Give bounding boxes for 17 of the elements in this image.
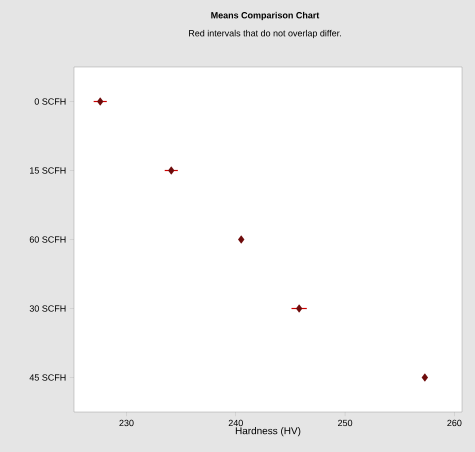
y-tick-label: 60 SCFH bbox=[30, 236, 66, 243]
point bbox=[296, 304, 302, 313]
x-tick-label: 250 bbox=[338, 420, 352, 426]
chart-subtitle: Red intervals that do not overlap differ. bbox=[189, 30, 341, 38]
x-axis-title: Hardness (HV) bbox=[236, 426, 300, 436]
point bbox=[238, 235, 244, 244]
y-tick-label: 15 SCFH bbox=[30, 167, 66, 174]
point bbox=[422, 373, 428, 382]
chart-title: Means Comparison Chart bbox=[211, 12, 320, 20]
y-tick-label: 0 SCFH bbox=[34, 98, 66, 105]
y-tick-label: 45 SCFH bbox=[30, 374, 66, 381]
point bbox=[168, 166, 174, 175]
x-tick-label: 260 bbox=[447, 420, 462, 426]
point bbox=[97, 97, 104, 106]
x-tick-label: 230 bbox=[119, 420, 134, 426]
y-tick-label: 30 SCFH bbox=[30, 305, 66, 312]
x-tick-label: 240 bbox=[228, 420, 243, 426]
